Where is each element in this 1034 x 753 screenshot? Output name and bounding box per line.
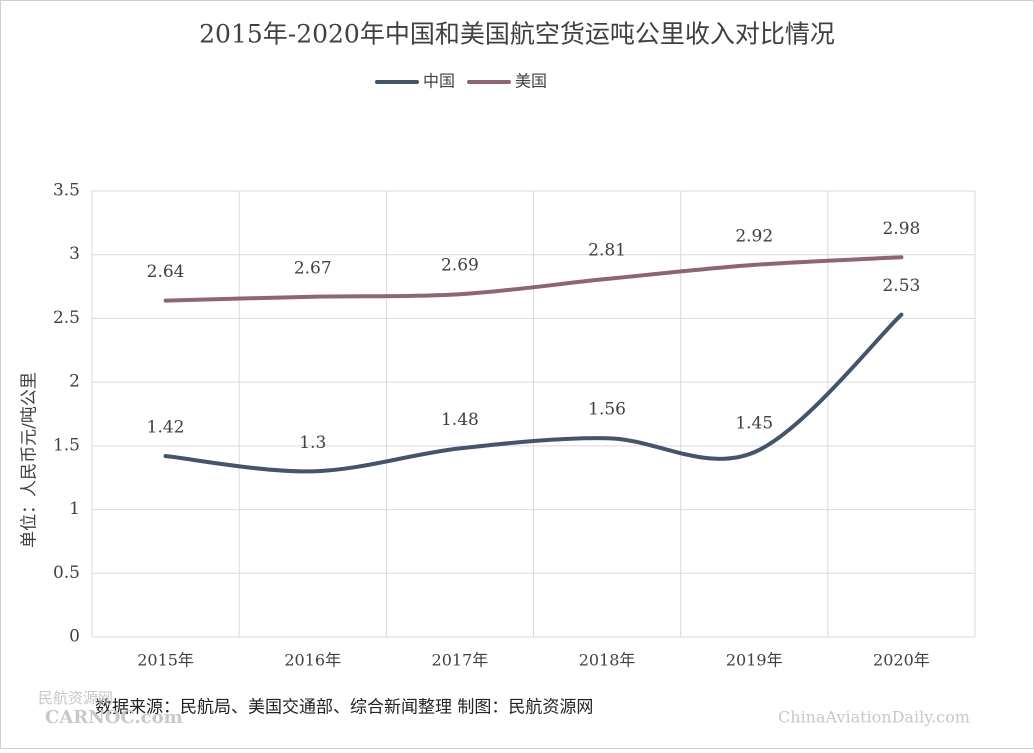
series-line — [163, 255, 904, 303]
y-tick-label: 2 — [69, 372, 80, 392]
data-label: 2.69 — [441, 256, 479, 276]
source-note: 数据来源：民航局、美国交通部、综合新闻整理 制图：民航资源网 — [95, 698, 593, 718]
y-tick-label: 2.5 — [53, 308, 80, 328]
chart-title: 2015年-2020年中国和美国航空货运吨公里收入对比情况 — [199, 20, 835, 49]
data-label: 2.98 — [882, 219, 920, 239]
watermark: 民航资源网 — [38, 689, 113, 707]
data-label: 1.42 — [147, 418, 185, 438]
y-tick-label: 0 — [69, 627, 80, 647]
data-label: 2.81 — [588, 240, 626, 260]
data-label: 2.53 — [882, 276, 920, 296]
y-axis-label: 单位：人民币元/吨公里 — [20, 372, 40, 548]
x-tick-label: 2020年 — [873, 651, 930, 670]
watermark: ChinaAviationDaily.com — [778, 708, 970, 727]
data-label: 1.56 — [588, 400, 626, 420]
watermark: CARNOC.com — [45, 707, 183, 728]
data-label: 2.64 — [147, 262, 185, 282]
x-tick-label: 2018年 — [579, 651, 636, 670]
series-line — [163, 312, 904, 474]
data-label: 1.48 — [441, 410, 479, 430]
legend-label: 中国 — [423, 72, 455, 91]
x-tick-label: 2016年 — [284, 651, 341, 670]
y-tick-label: 1.5 — [53, 435, 80, 455]
y-tick-label: 1 — [69, 499, 80, 519]
data-label: 1.3 — [299, 433, 326, 453]
legend-label: 美国 — [515, 72, 547, 91]
x-tick-label: 2015年 — [137, 651, 194, 670]
y-tick-label: 3.5 — [53, 181, 80, 201]
y-tick-label: 0.5 — [53, 563, 80, 583]
data-label: 2.67 — [294, 258, 332, 278]
x-tick-label: 2017年 — [432, 651, 489, 670]
data-label: 1.45 — [735, 414, 773, 434]
data-label: 2.92 — [735, 226, 773, 246]
x-tick-label: 2019年 — [726, 651, 783, 670]
y-tick-label: 3 — [69, 244, 80, 264]
